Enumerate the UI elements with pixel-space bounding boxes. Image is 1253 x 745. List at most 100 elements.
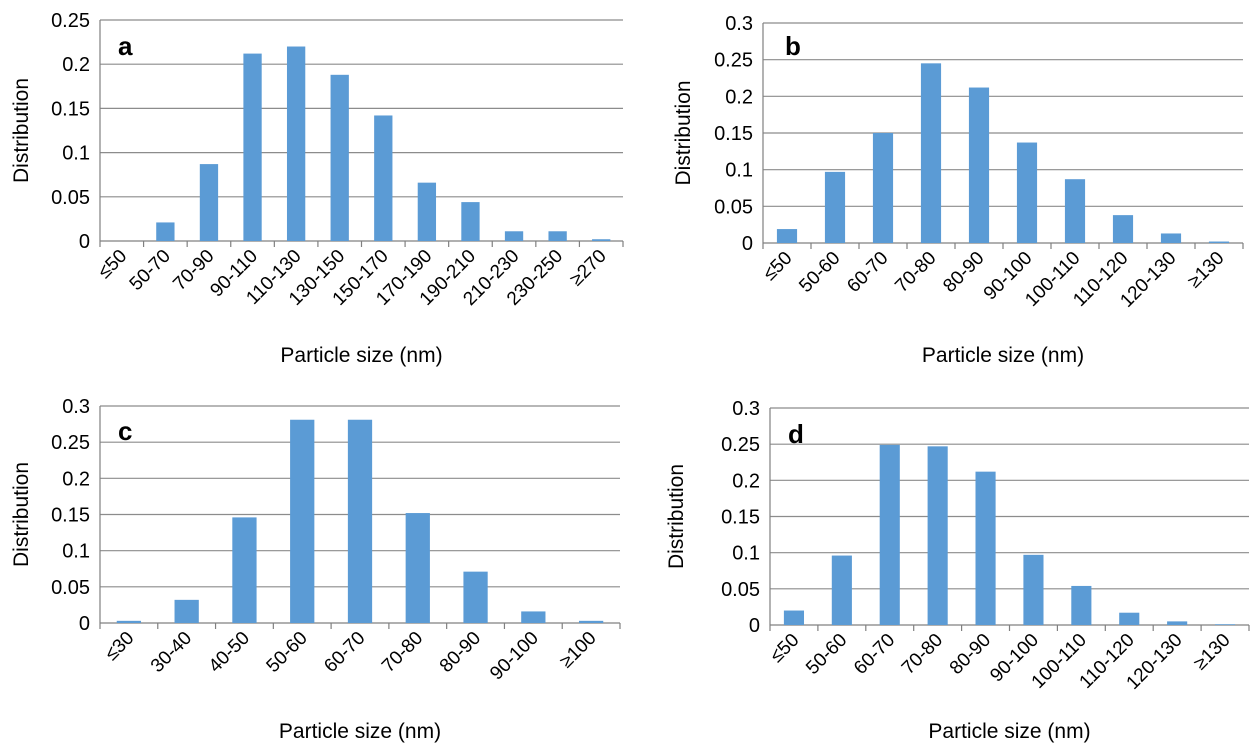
bar <box>347 419 373 623</box>
x-tick-label: ≤50 <box>94 246 131 283</box>
y-tick-label: 0.3 <box>732 398 760 420</box>
bar <box>927 446 948 625</box>
x-tick-label: 50-60 <box>263 628 312 677</box>
panel-label: b <box>785 31 801 61</box>
x-tick-label: ≥130 <box>1184 248 1229 293</box>
x-tick-label: 30-40 <box>147 628 196 677</box>
panel-label: d <box>788 419 804 449</box>
y-tick-label: 0.05 <box>721 579 760 601</box>
bar <box>504 231 524 241</box>
x-tick-label: ≤50 <box>766 630 803 667</box>
bar <box>1071 585 1092 625</box>
x-tick-label: ≤30 <box>101 628 138 665</box>
bar <box>975 471 996 625</box>
bar <box>824 171 846 243</box>
x-tick-label: 50-70 <box>126 246 175 295</box>
x-tick-label: 40-50 <box>205 628 254 677</box>
bar <box>548 231 567 241</box>
y-axis-title: Distribution <box>10 78 33 183</box>
x-tick-label: 90-100 <box>486 628 543 685</box>
bar <box>1208 241 1230 243</box>
x-tick-label: 70-80 <box>378 628 427 677</box>
bar <box>521 611 546 623</box>
y-tick-label: 0.25 <box>721 434 760 456</box>
x-tick-label: 70-80 <box>891 248 940 297</box>
bar <box>461 202 480 241</box>
y-tick-label: 0.05 <box>51 187 90 209</box>
y-axis-title: Distribution <box>10 462 33 567</box>
x-tick-label: 50-60 <box>802 630 851 679</box>
bar <box>463 571 488 623</box>
x-axis-title: Particle size (nm) <box>922 344 1084 367</box>
y-tick-label: 0.25 <box>714 50 753 72</box>
y-tick-label: 0.3 <box>62 396 90 418</box>
y-tick-label: 0.05 <box>714 196 753 218</box>
y-tick-label: 0.1 <box>62 541 90 563</box>
bar <box>872 133 894 243</box>
y-tick-label: 0.15 <box>721 507 760 529</box>
bar <box>968 87 990 244</box>
x-axis-title: Particle size (nm) <box>928 720 1090 743</box>
bar <box>783 610 805 625</box>
y-tick-label: 0.15 <box>51 98 90 120</box>
bar <box>1016 142 1038 243</box>
bar <box>156 222 175 241</box>
y-axis-title: Distribution <box>672 80 695 185</box>
y-tick-label: 0.2 <box>62 468 90 490</box>
panel-label: c <box>118 416 132 446</box>
x-tick-label: 80-90 <box>436 628 485 677</box>
y-tick-label: 0.2 <box>62 54 90 76</box>
x-tick-label: 60-70 <box>320 628 369 677</box>
y-tick-label: 0 <box>79 613 90 635</box>
bar <box>417 182 437 241</box>
bar <box>578 620 604 623</box>
y-tick-label: 0 <box>79 231 90 253</box>
y-tick-label: 0.25 <box>51 432 90 454</box>
panel-label: a <box>118 31 133 61</box>
chart-panel-d: 0 0.05 0.1 0.15 0.2 0.25 0.3 ≤5050-6060-7070-80… <box>665 398 1250 743</box>
bar <box>290 419 315 623</box>
x-axis-title: Particle size (nm) <box>280 344 442 367</box>
y-tick-label: 0.25 <box>51 10 90 32</box>
bar <box>1112 215 1134 243</box>
bar <box>174 599 199 623</box>
y-tick-label: 0 <box>749 615 760 637</box>
bar <box>232 517 257 623</box>
x-tick-label: ≤50 <box>759 248 796 285</box>
bar <box>592 239 611 241</box>
bar <box>243 53 262 242</box>
y-tick-label: 0.05 <box>51 577 90 599</box>
y-tick-label: 0.1 <box>62 143 90 165</box>
chart-panel-c: 0 0.05 0.1 0.15 0.2 0.25 0.3 ≤30 30-40 40-50 50-60… <box>10 396 621 743</box>
bar <box>1023 554 1044 625</box>
bar <box>405 513 430 623</box>
x-tick-label: 60-70 <box>850 630 899 679</box>
y-tick-label: 0.2 <box>725 86 753 108</box>
bar <box>776 229 798 243</box>
y-tick-label: 0.1 <box>725 160 753 182</box>
bar <box>330 74 349 241</box>
y-tick-label: 0.3 <box>725 13 753 35</box>
chart-panel-a: 00.050.10.150.20.25≤5050-7070-9090-11011… <box>10 10 624 367</box>
bar <box>286 46 306 241</box>
y-tick-label: 0.15 <box>714 123 753 145</box>
bar <box>831 555 852 625</box>
bar <box>1167 621 1188 625</box>
bar <box>116 620 142 623</box>
x-tick-label: ≥270 <box>566 246 611 291</box>
y-axis-title: Distribution <box>665 464 688 569</box>
bar <box>199 164 219 241</box>
x-tick-label: 60-70 <box>843 248 892 297</box>
x-axis-title: Particle size (nm) <box>279 720 441 743</box>
bar <box>374 115 393 241</box>
bar <box>1064 179 1086 243</box>
y-tick-label: 0.1 <box>732 543 760 565</box>
x-tick-label: 50-60 <box>795 248 844 297</box>
bar <box>879 444 900 625</box>
bar <box>1214 624 1236 625</box>
y-tick-label: 0 <box>742 233 753 255</box>
y-tick-label: 0.2 <box>732 470 760 492</box>
chart-panel-b: 0 0.05 0.1 0.15 0.2 0.25 0.3 ≤5050-6060-7070-80… <box>672 13 1244 367</box>
bar <box>1119 612 1140 625</box>
